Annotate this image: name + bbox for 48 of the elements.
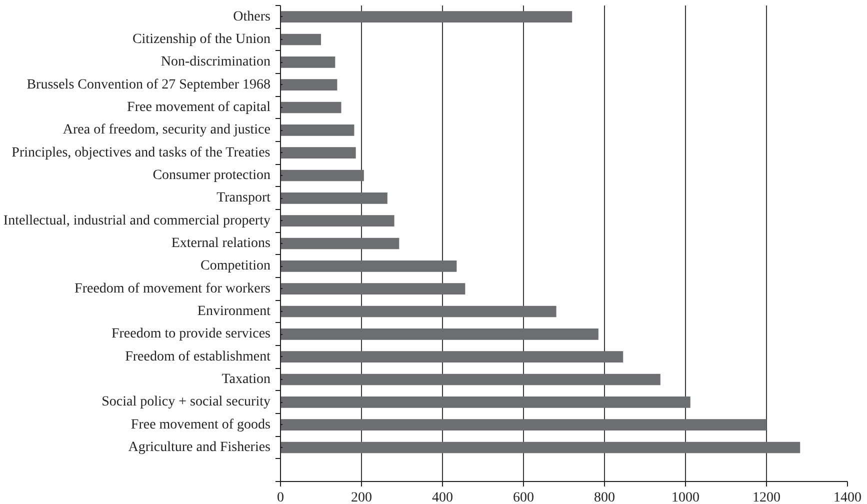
bar <box>280 56 336 68</box>
bar <box>280 34 321 46</box>
y-tick-label: Freedom to provide services <box>111 326 271 342</box>
bar <box>280 306 556 318</box>
x-tick-label: 200 <box>351 490 372 504</box>
bar <box>280 215 394 226</box>
bar <box>280 147 356 158</box>
x-tick-label: 800 <box>594 490 615 504</box>
bar <box>280 442 800 454</box>
y-tick-label: Principles, objectives and tasks of the Treaties <box>12 145 270 160</box>
y-tick-label: Competition <box>200 258 270 274</box>
bar <box>280 170 364 182</box>
y-tick-label: Non-discrimination <box>160 54 271 70</box>
y-tick-label: Taxation <box>222 372 270 387</box>
x-tick-label: 600 <box>513 490 534 504</box>
y-tick-label: Agriculture and Fisheries <box>128 440 270 455</box>
bar <box>280 283 466 294</box>
bar <box>280 11 572 22</box>
x-tick-label: 1200 <box>752 490 780 504</box>
bar <box>280 192 388 204</box>
y-tick-label: Freedom of establishment <box>125 349 271 364</box>
y-tick-label: External relations <box>171 236 271 251</box>
y-tick-label: Free movement of goods <box>130 417 271 432</box>
y-tick-label: Citizenship of the Union <box>132 32 271 47</box>
bar <box>280 238 400 250</box>
y-tick-label: Consumer protection <box>152 168 270 183</box>
y-tick-label: Social policy + social security <box>102 394 271 410</box>
bar <box>280 396 690 408</box>
y-tick-label: Area of freedom, security and justice <box>62 122 271 138</box>
bar <box>280 124 354 136</box>
bar <box>280 419 766 430</box>
x-tick-label: 1000 <box>672 490 700 504</box>
y-tick-label: Free movement of capital <box>127 100 271 115</box>
bar <box>280 328 598 340</box>
bar <box>280 260 457 272</box>
bar <box>280 79 338 90</box>
x-tick-label: 1400 <box>834 490 862 504</box>
y-tick-label: Freedom of movement for workers <box>74 281 271 296</box>
bar <box>280 102 342 114</box>
bar <box>280 374 660 386</box>
x-tick-label: 0 <box>277 490 284 504</box>
y-tick-label: Intellectual, industrial and commercial property <box>3 213 271 228</box>
y-tick-label: Others <box>233 9 271 24</box>
bar <box>280 351 624 362</box>
y-tick-label: Environment <box>197 304 271 319</box>
y-tick-label: Brussels Convention of 27 September 1968 <box>26 77 270 92</box>
y-tick-label: Transport <box>216 190 271 206</box>
x-tick-label: 400 <box>432 490 453 504</box>
